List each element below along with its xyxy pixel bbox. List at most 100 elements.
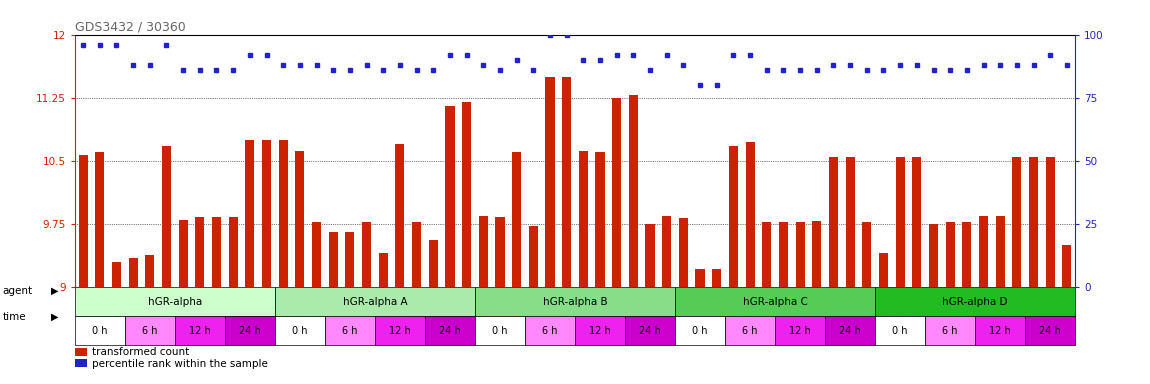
Text: 12 h: 12 h [589,326,611,336]
Bar [575,316,626,345]
Bar [726,316,775,345]
Text: 0 h: 0 h [492,326,507,336]
Text: 24 h: 24 h [239,326,261,336]
Bar [729,146,738,287]
Bar [912,157,921,287]
Text: ▶: ▶ [51,286,59,296]
Bar [1026,316,1075,345]
Bar [378,253,388,287]
Bar [145,255,154,287]
Bar [963,222,972,287]
Bar [862,222,872,287]
Text: ▶: ▶ [51,312,59,322]
Text: 12 h: 12 h [189,326,210,336]
Bar [112,262,121,287]
Bar [678,218,688,287]
Text: 6 h: 6 h [943,326,958,336]
Bar [1029,157,1038,287]
Text: hGR-alpha B: hGR-alpha B [543,296,607,307]
Bar [329,232,338,287]
Bar [529,227,538,287]
Bar [345,232,354,287]
Bar [75,359,86,367]
Bar [745,142,754,287]
Bar [426,316,475,345]
Text: 0 h: 0 h [92,326,107,336]
Bar [196,217,205,287]
Bar [1012,157,1021,287]
Bar [312,222,321,287]
Bar [675,287,875,316]
Text: 0 h: 0 h [292,326,307,336]
Bar [779,222,788,287]
Text: transformed count: transformed count [92,347,189,357]
Text: 6 h: 6 h [343,326,358,336]
Bar [445,106,454,287]
Bar [75,348,86,356]
Bar [896,157,905,287]
Bar [429,240,438,287]
Bar [475,287,675,316]
Bar [225,316,275,345]
Bar [596,152,605,287]
Bar [629,95,638,287]
Text: hGR-alpha A: hGR-alpha A [343,296,407,307]
Bar [875,287,1075,316]
Text: 6 h: 6 h [543,326,558,336]
Text: 12 h: 12 h [789,326,811,336]
Bar [696,268,705,287]
Text: 6 h: 6 h [743,326,758,336]
Bar [275,287,475,316]
Bar [762,222,772,287]
Bar [229,217,238,287]
Bar [945,222,954,287]
Text: 0 h: 0 h [892,326,907,336]
Bar [524,316,575,345]
Bar [979,216,988,287]
Bar [362,222,371,287]
Bar [675,316,724,345]
Bar [875,316,925,345]
Bar [826,316,875,345]
Bar [275,316,325,345]
Bar [212,217,221,287]
Bar [775,316,826,345]
Bar [78,155,87,287]
Bar [1063,245,1072,287]
Text: percentile rank within the sample: percentile rank within the sample [92,359,268,369]
Bar [879,253,888,287]
Bar [996,216,1005,287]
Bar [712,268,721,287]
Text: hGR-alpha C: hGR-alpha C [743,296,807,307]
Bar [829,157,838,287]
Bar [325,316,375,345]
Text: 24 h: 24 h [1040,326,1061,336]
Text: 24 h: 24 h [840,326,861,336]
Bar [278,140,288,287]
Bar [129,258,138,287]
Text: time: time [2,312,26,322]
Bar [478,216,488,287]
Bar [496,217,505,287]
Bar [1045,157,1055,287]
Bar [512,152,521,287]
Bar [178,220,187,287]
Bar [262,140,271,287]
Text: 12 h: 12 h [989,326,1011,336]
Bar [375,316,426,345]
Bar [626,316,675,345]
Bar [796,222,805,287]
Bar [462,102,471,287]
Bar [475,316,524,345]
Text: hGR-alpha D: hGR-alpha D [943,296,1007,307]
Text: 0 h: 0 h [692,326,707,336]
Bar [296,151,305,287]
Bar [396,144,405,287]
Bar [612,98,621,287]
Bar [175,316,225,345]
Text: 24 h: 24 h [439,326,461,336]
Bar [125,316,175,345]
Text: GDS3432 / 30360: GDS3432 / 30360 [75,20,185,33]
Text: hGR-alpha: hGR-alpha [147,296,202,307]
Bar [929,224,938,287]
